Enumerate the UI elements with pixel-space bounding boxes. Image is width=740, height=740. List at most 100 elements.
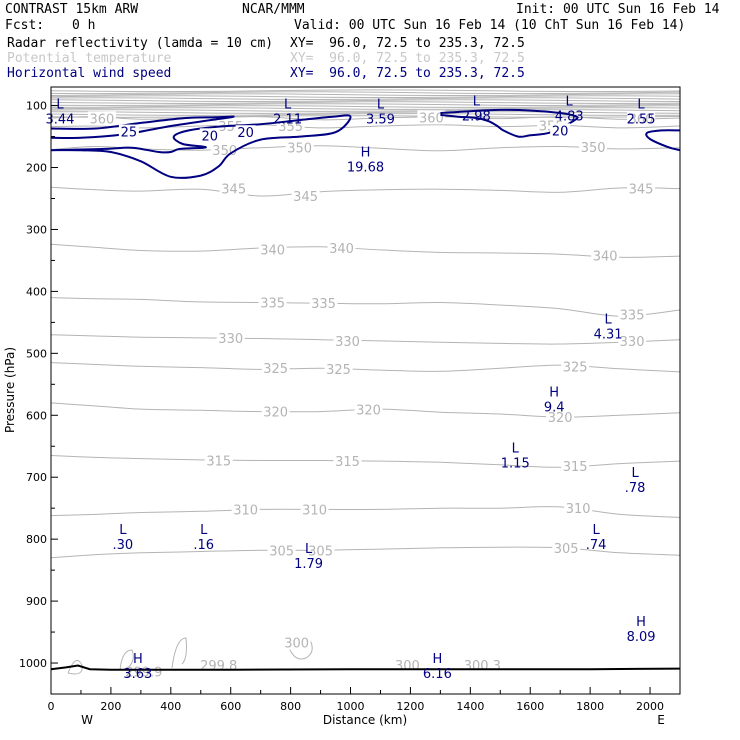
extremum-low-symbol: L bbox=[631, 466, 639, 481]
extremum-low-symbol: L bbox=[512, 441, 520, 456]
extremum-low-symbol: L bbox=[593, 523, 601, 538]
theta-upper-contour bbox=[51, 107, 680, 110]
theta-contour-label: 310 bbox=[233, 503, 258, 518]
theta-label-bg bbox=[258, 295, 287, 310]
y-axis-label: Pressure (hPa) bbox=[3, 347, 17, 433]
theta-label-bg bbox=[267, 543, 296, 558]
wind-label-bg bbox=[235, 125, 256, 140]
extremum-value: 3.44 bbox=[46, 113, 75, 128]
theta-label-bg bbox=[261, 404, 290, 419]
theta-contour-label: 330 bbox=[218, 332, 243, 347]
extremum-value: 2.11 bbox=[273, 113, 302, 128]
wind-contour-label: 25 bbox=[121, 126, 138, 141]
init-time: Init: 00 UTC Sun 16 Feb 14 bbox=[516, 2, 720, 17]
field-wind-speed-xy: XY= 96.0, 72.5 to 235.3, 72.5 bbox=[290, 66, 525, 81]
field-reflectivity-xy: XY= 96.0, 72.5 to 235.3, 72.5 bbox=[290, 36, 525, 51]
theta-contour-330 bbox=[51, 334, 680, 345]
extremum-value: .16 bbox=[193, 538, 214, 553]
extremum-high-symbol: H bbox=[432, 652, 442, 667]
theta-contour-label: 350 bbox=[287, 142, 312, 157]
x-axis-east-label: E bbox=[657, 713, 665, 727]
theta-upper-contour bbox=[51, 103, 680, 107]
fcst-label: Fcst: bbox=[5, 18, 45, 33]
x-tick-label: 2000 bbox=[636, 700, 664, 713]
theta-surface-contour bbox=[171, 637, 187, 669]
theta-contour-335 bbox=[51, 297, 680, 317]
theta-contour-label: 320 bbox=[356, 404, 381, 419]
theta-contour-label: 345 bbox=[221, 183, 246, 198]
theta-contour-label: 355 bbox=[278, 120, 303, 135]
theta-upper-contour bbox=[51, 111, 680, 114]
extremum-high-symbol: H bbox=[549, 386, 559, 401]
theta-label-bg bbox=[627, 111, 656, 126]
theta-contour-label: 300 bbox=[284, 637, 309, 652]
wind-label-bg bbox=[118, 124, 139, 139]
y-tick-label: 800 bbox=[26, 533, 47, 546]
theta-label-bg bbox=[627, 181, 656, 196]
theta-upper-contour bbox=[51, 93, 680, 97]
x-tick-label: 1000 bbox=[337, 700, 365, 713]
y-tick-label: 100 bbox=[26, 100, 47, 113]
extremum-value: 1.15 bbox=[501, 456, 530, 471]
extremum-value: 3.63 bbox=[123, 667, 152, 682]
extremum-value: 6.16 bbox=[423, 667, 452, 682]
y-tick-label: 400 bbox=[26, 285, 47, 298]
y-tick-label: 700 bbox=[26, 471, 47, 484]
theta-surface-label: 300 bbox=[395, 659, 420, 674]
y-tick-label: 600 bbox=[26, 409, 47, 422]
x-tick-label: 600 bbox=[220, 700, 241, 713]
x-axis-west-label: W bbox=[81, 713, 93, 727]
field-reflectivity: Radar reflectivity (lamda = 10 cm) bbox=[7, 36, 274, 51]
theta-contour-label: 340 bbox=[260, 243, 285, 258]
theta-contour-label: 320 bbox=[263, 406, 288, 421]
extremum-high-symbol: H bbox=[636, 615, 646, 630]
theta-contour-label: 315 bbox=[335, 455, 360, 470]
theta-label-bg bbox=[285, 140, 314, 155]
wind-contour-label: 20 bbox=[552, 124, 569, 139]
extremum-low-symbol: L bbox=[119, 523, 127, 538]
y-tick-label: 1000 bbox=[19, 657, 47, 670]
theta-contour-label: 305 bbox=[269, 544, 294, 559]
theta-contour-label: 330 bbox=[335, 335, 360, 350]
extremum-value: 9.4 bbox=[544, 401, 565, 416]
theta-surface-label: 300.3 bbox=[464, 659, 501, 674]
wind-contour-label: 20 bbox=[201, 129, 218, 144]
field-wind-speed: Horizontal wind speed bbox=[7, 66, 172, 81]
theta-label-bg bbox=[87, 111, 116, 126]
theta-upper-contour bbox=[51, 105, 680, 108]
x-tick-label: 1800 bbox=[576, 700, 604, 713]
extremum-low-symbol: L bbox=[284, 98, 292, 113]
theta-label-bg bbox=[261, 361, 290, 376]
terrain-layer bbox=[50, 664, 681, 671]
x-axis-label: Distance (km) bbox=[323, 713, 407, 727]
x-tick-label: 400 bbox=[160, 700, 181, 713]
theta-label-bg bbox=[306, 543, 335, 558]
y-tick-label: 200 bbox=[26, 162, 47, 175]
theta-label-bg bbox=[231, 502, 260, 517]
extremum-value: 1.79 bbox=[294, 557, 323, 572]
theta-contour-label: 360 bbox=[419, 111, 444, 126]
theta-label-bg bbox=[300, 502, 329, 517]
theta-upper-contour bbox=[51, 95, 680, 98]
x-tick-label: 1400 bbox=[456, 700, 484, 713]
theta-surface-label: 299.8 bbox=[200, 659, 237, 674]
theta-contour-label: 305 bbox=[554, 542, 579, 557]
theta-contour-label: 315 bbox=[563, 460, 588, 475]
x-tick-label: 200 bbox=[100, 700, 121, 713]
extrema-layer: L3.44L2.11L3.59L2.98L4.83L2.55H19.68L4.3… bbox=[46, 95, 656, 682]
wind-contour-label: 20 bbox=[237, 126, 254, 141]
theta-upper-contour bbox=[51, 109, 680, 112]
fcst-value: 0 h bbox=[72, 18, 96, 33]
theta-contour-label: 345 bbox=[629, 183, 654, 198]
theta-surface-contour bbox=[67, 660, 83, 675]
field-potential-temperature: Potential temperature bbox=[7, 51, 172, 66]
x-tick-label: 0 bbox=[48, 700, 55, 713]
extremum-low-symbol: L bbox=[200, 523, 208, 538]
theta-label-bg bbox=[564, 501, 593, 516]
theta-upper-contour bbox=[51, 97, 680, 100]
theta-contour-345 bbox=[51, 186, 680, 197]
theta-upper-contour bbox=[51, 89, 680, 93]
theta-label-bg bbox=[618, 333, 647, 348]
theta-label-bg bbox=[282, 635, 311, 650]
